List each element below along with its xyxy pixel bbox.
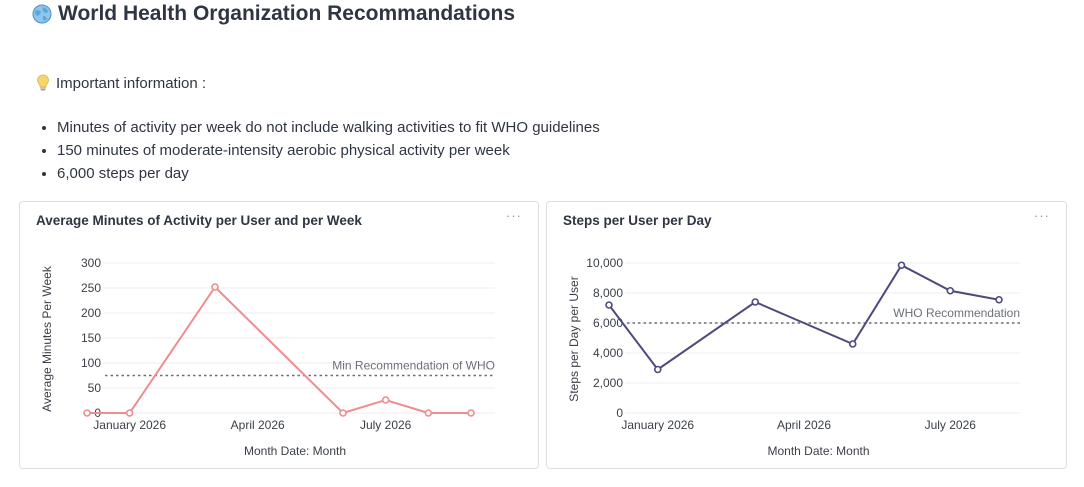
y-tick-label: 250 — [81, 281, 101, 295]
x-tick-label: July 2026 — [360, 418, 412, 432]
series-line — [87, 285, 471, 415]
y-tick-label: 10,000 — [586, 256, 623, 270]
data-point — [653, 365, 662, 374]
x-tick-label: April 2026 — [231, 418, 285, 432]
list-item: 150 minutes of moderate-intensity aerobi… — [57, 139, 600, 162]
x-tick-label: July 2026 — [925, 418, 977, 432]
y-tick-label: 0 — [616, 406, 623, 420]
steps-per-day-card: Steps per User per Day ··· 0 2,000 4,000 6,… — [546, 201, 1067, 469]
data-point — [424, 409, 433, 417]
x-tick-label: April 2026 — [777, 418, 831, 432]
data-point — [897, 261, 906, 270]
y-axis-title: Average Minutes Per Week — [40, 265, 54, 412]
x-axis-title: Month Date: Month — [244, 444, 346, 458]
info-bullet-list: Minutes of activity per week do not incl… — [38, 116, 600, 185]
data-point — [995, 295, 1003, 304]
activity-minutes-card: Average Minutes of Activity per User and… — [19, 201, 539, 469]
page-title-text: World Health Organization Recommandation… — [58, 2, 515, 25]
data-point — [211, 283, 219, 291]
x-axis-title: Month Date: Month — [767, 444, 869, 458]
list-item: 6,000 steps per day — [57, 162, 600, 185]
y-axis-title: Steps per Day per User — [567, 276, 581, 401]
y-tick-label: 4,000 — [593, 346, 623, 360]
x-tick-label: January 2026 — [93, 418, 166, 432]
more-options-button[interactable]: ··· — [1034, 208, 1050, 223]
y-tick-label: 200 — [81, 306, 101, 320]
x-tick-label: January 2026 — [621, 418, 694, 432]
steps-per-day-chart: 0 2,000 4,000 6,000 8,000 10,000 January 2026 A… — [567, 256, 1020, 458]
lightbulb-icon — [37, 74, 49, 91]
important-info-label: Important information : — [56, 74, 207, 92]
y-tick-label: 6,000 — [593, 316, 623, 330]
data-point — [125, 409, 134, 417]
y-tick-label: 300 — [81, 256, 101, 270]
y-tick-label: 100 — [81, 356, 101, 370]
data-point — [751, 298, 760, 306]
data-point — [467, 409, 475, 417]
card-title: Steps per User per Day — [563, 213, 712, 228]
page-title: World Health Organization Recommandation… — [32, 2, 515, 26]
data-point — [381, 396, 390, 404]
card-title: Average Minutes of Activity per User and… — [36, 213, 362, 228]
y-tick-label: 150 — [81, 331, 101, 345]
y-tick-label: 2,000 — [593, 376, 623, 390]
more-options-button[interactable]: ··· — [506, 208, 522, 223]
y-tick-label: 50 — [88, 381, 102, 395]
data-point — [339, 409, 347, 417]
reference-line-label: Min Recommendation of WHO — [332, 359, 495, 373]
important-info: Important information : — [36, 74, 206, 92]
list-item: Minutes of activity per week do not incl… — [57, 116, 600, 139]
globe-icon — [32, 4, 52, 24]
y-tick-label: 8,000 — [593, 286, 623, 300]
data-point — [605, 301, 613, 309]
reference-line-label: WHO Recommendation — [893, 306, 1020, 320]
data-point — [946, 286, 955, 295]
data-point — [83, 409, 91, 417]
data-point — [848, 340, 857, 348]
